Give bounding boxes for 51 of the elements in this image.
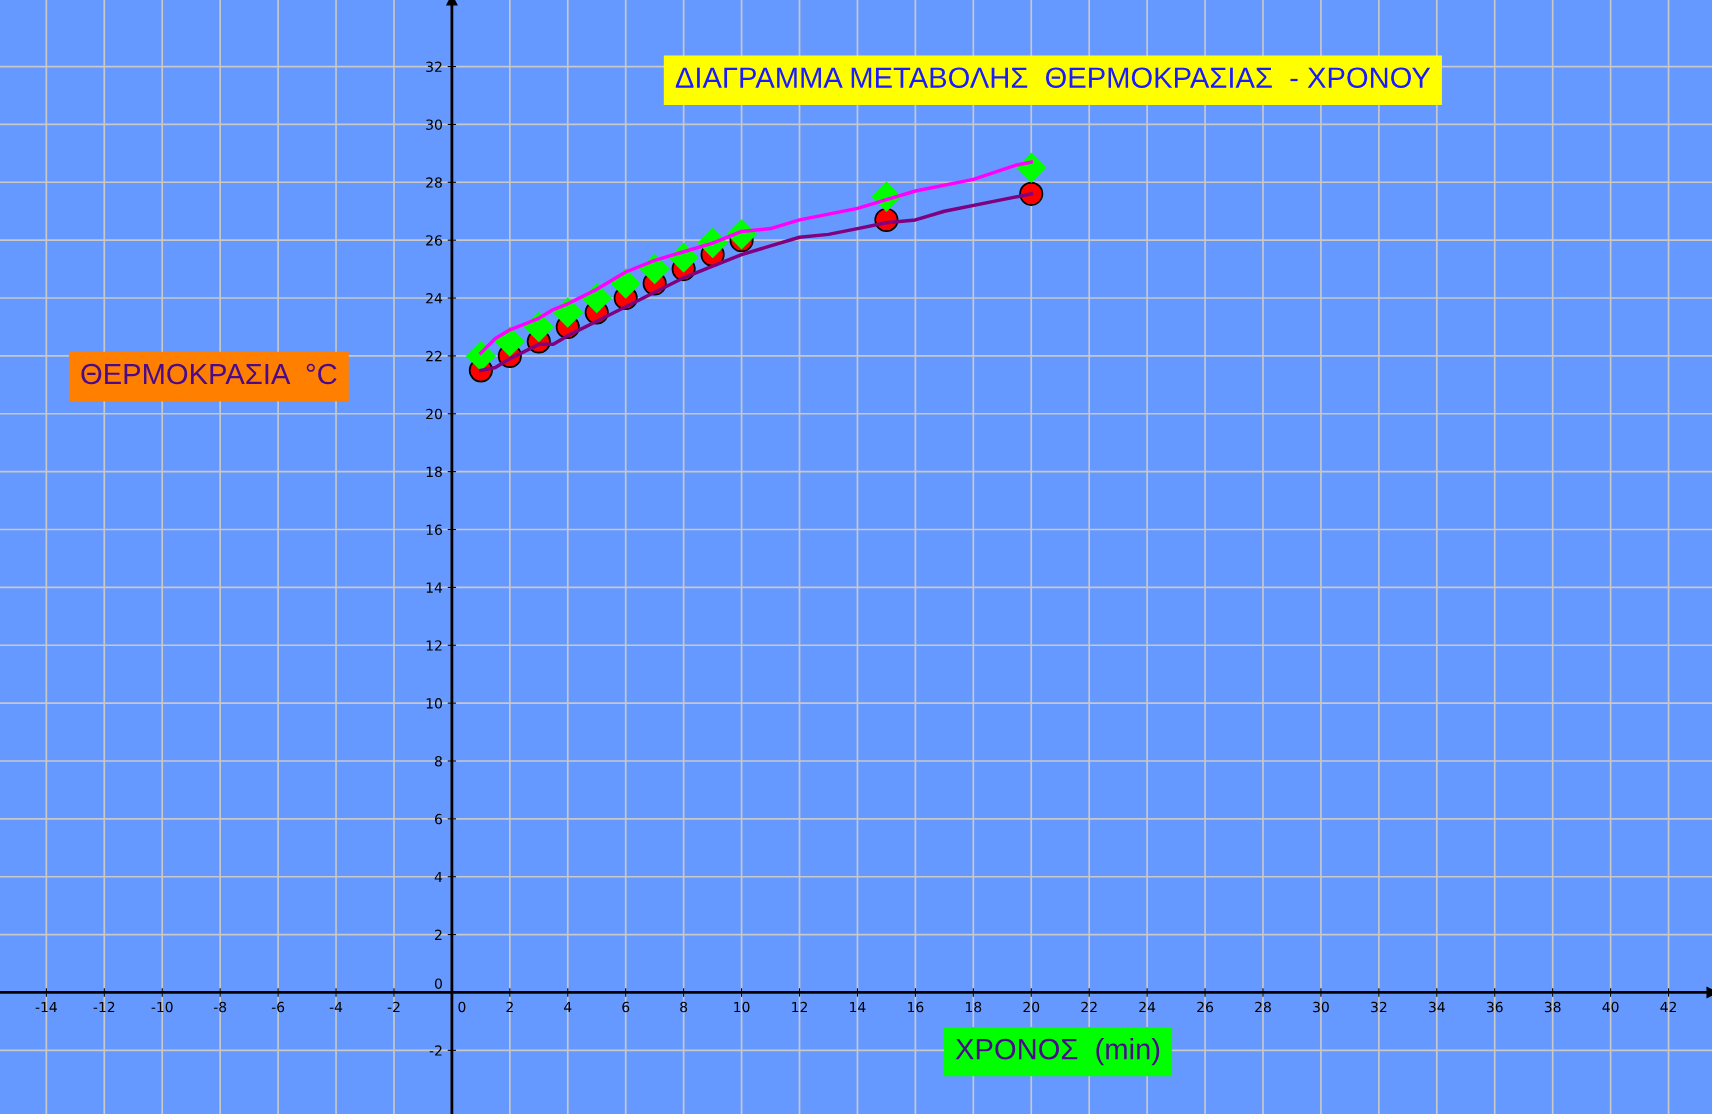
x-tick-label: 10 — [734, 1001, 750, 1013]
x-tick-label: 12 — [792, 1001, 807, 1013]
x-tick-label: 22 — [1081, 1001, 1097, 1013]
x-tick-label: 42 — [1660, 1001, 1676, 1013]
x-tick-label: -14 — [35, 1001, 57, 1013]
x-axis-title: ΧΡΟΝΟΣ (min) — [955, 1038, 1160, 1066]
x-tick-label: -2 — [387, 1001, 400, 1013]
x-tick-label: 40 — [1602, 1001, 1619, 1013]
x-tick-label: 14 — [850, 1001, 866, 1013]
x-tick-label: 38 — [1544, 1001, 1561, 1013]
x-tick-label: 8 — [680, 1001, 688, 1013]
x-tick-label: 32 — [1371, 1001, 1387, 1013]
x-tick-label: -6 — [271, 1001, 285, 1013]
x-tick-label: -10 — [151, 1001, 173, 1013]
y-tick-label: -2 — [429, 1045, 442, 1056]
x-tick-label: 16 — [908, 1001, 924, 1013]
y-tick-label: 32 — [426, 61, 442, 73]
x-tick-label: 0 — [458, 1001, 466, 1013]
point — [465, 340, 497, 372]
x-tick-label: 4 — [564, 1001, 572, 1013]
y-tick-label: 18 — [426, 466, 442, 478]
x-tick-label: 20 — [1023, 1001, 1040, 1013]
x-tick-label: 30 — [1313, 1001, 1329, 1013]
x-tick-label: -4 — [329, 1001, 343, 1013]
x-tick-label: 28 — [1255, 1001, 1271, 1013]
y-tick-label: 16 — [426, 524, 442, 535]
y-tick-label: 26 — [426, 235, 442, 246]
y-tick-label: 10 — [426, 698, 442, 709]
y-tick-label: 20 — [426, 408, 442, 420]
y-tick-label: 30 — [426, 119, 442, 130]
x-tick-label: 36 — [1486, 1001, 1503, 1013]
x-tick-label: 6 — [622, 1001, 630, 1013]
y-tick-label: 22 — [426, 350, 442, 362]
x-tick-label: 26 — [1197, 1001, 1214, 1013]
y-tick-label: 8 — [434, 755, 442, 767]
x-tick-label: -8 — [213, 1001, 227, 1013]
y-axis-title: ΘΕΡΜΟΚΡΑΣΙΑ °C — [81, 363, 337, 385]
y-tick-label: 0 — [434, 978, 442, 989]
y-tick-label: 4 — [434, 871, 443, 883]
y-tick-label: 2 — [435, 929, 442, 940]
y-tick-label: 24 — [426, 293, 443, 304]
x-tick-label: 2 — [506, 1001, 513, 1013]
x-tick-label: -12 — [93, 1001, 115, 1013]
x-tick-label: 24 — [1139, 1001, 1156, 1013]
x-tick-label: 34 — [1429, 1001, 1445, 1013]
y-tick-label: 28 — [426, 177, 442, 188]
x-tick-label: 18 — [966, 1001, 982, 1013]
y-tick-label: 14 — [426, 582, 443, 593]
y-tick-label: 12 — [426, 640, 442, 651]
y-tick-label: 6 — [435, 813, 442, 825]
text: ΔΙΑΓΡΑΜΜΑ ΜΕΤΑΒΟΛΗΣ ΘΕΡΜΟΚΡΑΣΙΑΣ - ΧΡΟΝΟΥ — [675, 67, 1431, 89]
